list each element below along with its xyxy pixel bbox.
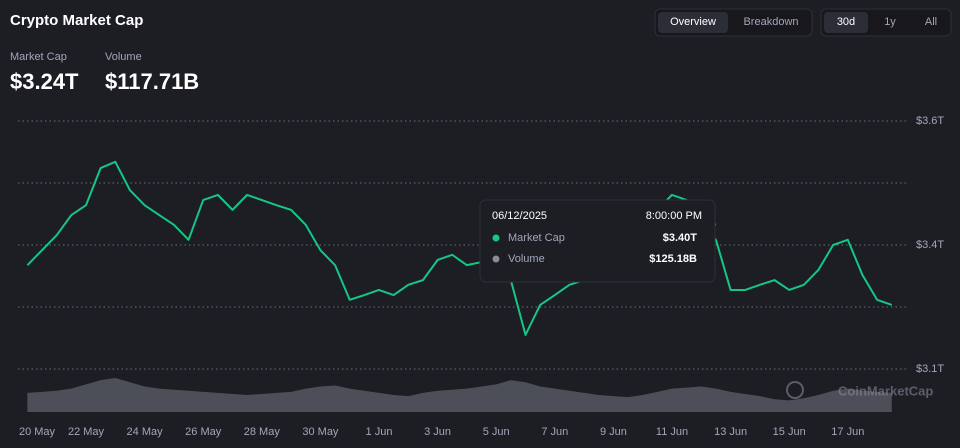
x-tick-label: 13 Jun (714, 426, 747, 438)
tooltip-label: Volume (508, 253, 545, 265)
tooltip-value: $3.40T (663, 232, 698, 244)
x-tick-label: 28 May (244, 426, 281, 438)
stat-label: Market Cap (10, 51, 67, 63)
tab-active (824, 12, 868, 33)
tab[interactable]: All (925, 16, 937, 28)
y-tick-label: $3.6T (916, 115, 944, 127)
tab[interactable]: 30d (837, 16, 855, 28)
x-tick-label: 9 Jun (600, 426, 627, 438)
x-tick-label: 20 May (19, 426, 56, 438)
x-tick-label: 3 Jun (424, 426, 451, 438)
x-tick-label: 1 Jun (366, 426, 393, 438)
tab[interactable]: Overview (670, 16, 716, 28)
x-tick-label: 15 Jun (773, 426, 806, 438)
tooltip-swatch (492, 255, 500, 263)
stat-value: $3.24T (10, 69, 79, 94)
x-tick-label: 30 May (302, 426, 339, 438)
x-tick-label: 5 Jun (483, 426, 510, 438)
tab[interactable]: 1y (884, 16, 896, 28)
watermark: CoinMarketCap (838, 383, 933, 398)
y-tick-label: $3.4T (916, 239, 944, 251)
tooltip-box (479, 199, 716, 283)
watermark-logo (786, 381, 804, 399)
tooltip-time: 8:00:00 PM (646, 210, 702, 222)
stat-label: Volume (105, 51, 142, 63)
x-tick-label: 17 Jun (831, 426, 864, 438)
tooltip-swatch (492, 234, 500, 242)
chart-title: Crypto Market Cap (10, 12, 143, 29)
x-tick-label: 11 Jun (656, 426, 688, 438)
x-tick-label: 24 May (127, 426, 164, 438)
x-tick-label: 7 Jun (541, 426, 568, 438)
stat-value: $117.71B (105, 69, 199, 94)
y-tick-label: $3.1T (916, 363, 944, 375)
x-tick-label: 26 May (185, 426, 222, 438)
x-tick-label: 22 May (68, 426, 105, 438)
market-cap-line (26, 160, 893, 336)
tab[interactable]: Breakdown (743, 16, 798, 28)
volume-area (27, 378, 892, 412)
tooltip-label: Market Cap (508, 232, 565, 244)
tooltip-date: 06/12/2025 (492, 210, 547, 222)
tooltip: 06/12/2025 8:00:00 PM Market Cap $3.40T Volu… (479, 199, 716, 283)
tooltip-value: $125.18B (649, 253, 697, 265)
tab-active (658, 12, 728, 33)
